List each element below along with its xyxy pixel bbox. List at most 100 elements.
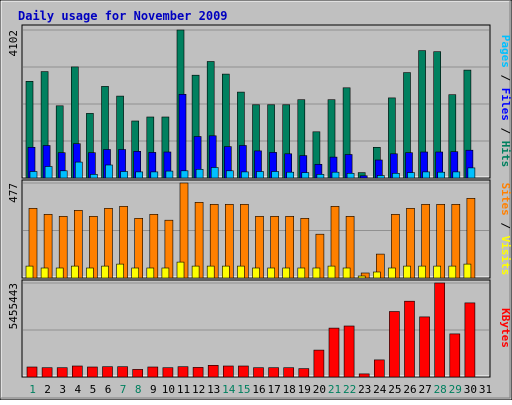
visits-bar (433, 265, 442, 279)
visits-bar (357, 275, 366, 279)
visits-bar (25, 265, 34, 279)
legend-entry: Hits (499, 141, 512, 168)
kbytes-bar (449, 333, 461, 378)
visits-bar (191, 265, 200, 279)
day-label: 8 (135, 383, 142, 396)
kbytes-bar (404, 300, 415, 378)
kbytes-bar (177, 366, 189, 378)
day-label: 18 (283, 383, 296, 396)
visits-bar (448, 265, 457, 279)
kbytes-bar (464, 302, 476, 378)
day-label: 19 (298, 383, 311, 396)
day-label: 22 (343, 383, 356, 396)
day-label: 26 (403, 383, 416, 396)
day-label: 7 (120, 383, 127, 396)
day-label: 13 (207, 383, 220, 396)
pages-bar (467, 167, 476, 179)
kbytes-bar (132, 369, 143, 378)
legend-entry: Pages (499, 35, 512, 68)
day-label: 25 (388, 383, 401, 396)
visits-bar (131, 267, 139, 279)
visits-bar (55, 267, 64, 279)
legend: Pages / Files / Hits (499, 35, 512, 168)
day-label: 28 (434, 383, 447, 396)
visits-bar (312, 267, 321, 279)
visits-bar (267, 267, 275, 279)
visits-bar (418, 265, 426, 279)
kbytes-bar (147, 366, 159, 378)
pages-bar (210, 167, 219, 179)
ymax-label: 4102 (7, 30, 20, 57)
kbytes-bar (343, 325, 355, 378)
visits-bar (297, 267, 306, 279)
pages-bar (437, 171, 446, 179)
visits-bar (282, 267, 291, 279)
visits-bar (161, 267, 170, 279)
day-label: 30 (464, 383, 477, 396)
kbytes-bar (373, 359, 385, 378)
visits-bar (146, 267, 155, 279)
hits-files-pages-panel: 4102 Pages / Files / Hits (7, 24, 512, 179)
visits-bar (40, 267, 49, 279)
visits-bar (388, 267, 396, 279)
visits-bar (116, 263, 124, 279)
visits-bar (372, 271, 381, 279)
visits-bar (403, 265, 411, 279)
pages-bar (165, 170, 174, 179)
day-label: 20 (313, 383, 326, 396)
day-label: 17 (267, 383, 280, 396)
kbytes-bar (434, 282, 446, 378)
pages-bar (120, 171, 128, 179)
pages-bar (256, 171, 264, 179)
pages-bar (407, 172, 415, 179)
visits-bar (463, 263, 472, 279)
pages-bar (301, 172, 310, 179)
day-label: 29 (449, 383, 462, 396)
visits-bar (101, 265, 109, 279)
legend-entry: Visits (499, 236, 512, 276)
pages-bar (241, 171, 249, 179)
kbytes-bar (253, 367, 264, 378)
kbytes-bar (313, 349, 325, 378)
legend: Sites / Visits (499, 183, 512, 276)
kbytes-bar (207, 364, 219, 378)
kbytes-bar (268, 367, 279, 378)
pages-bar (226, 170, 234, 179)
pages-bar (331, 171, 340, 179)
kbytes-bar (419, 316, 430, 378)
day-label: 6 (105, 383, 112, 396)
pages-bar (59, 170, 68, 179)
pages-bar (29, 171, 38, 179)
day-label: 27 (418, 383, 431, 396)
kbytes-bar (72, 365, 83, 378)
day-label: 21 (328, 383, 341, 396)
visits-bar (206, 265, 215, 279)
pages-bar (44, 166, 53, 179)
day-label: 1 (29, 383, 36, 396)
kbytes-bar (102, 366, 113, 378)
day-label: 2 (44, 383, 51, 396)
pages-bar (422, 171, 430, 179)
day-label: 11 (177, 383, 190, 396)
kbytes-bar (389, 311, 400, 378)
day-label: 15 (237, 383, 250, 396)
ymax-label: 477 (7, 183, 20, 203)
legend-entry: / (499, 121, 512, 141)
visits-bar (86, 267, 94, 279)
kbytes-bar (223, 365, 234, 378)
visits-sites-panel: 477 Sites / Visits (7, 179, 512, 279)
legend: KBytes (499, 308, 512, 348)
pages-bar (452, 171, 461, 179)
day-label: 16 (252, 383, 265, 396)
ymax-label: 5455443 (7, 283, 20, 329)
pages-bar (180, 170, 189, 179)
day-label: 9 (150, 383, 157, 396)
visits-bar (71, 265, 79, 279)
legend-entry: / (499, 68, 512, 88)
day-label: 31 (479, 383, 492, 396)
visits-bar (222, 265, 230, 279)
kbytes-bar (162, 367, 174, 378)
pages-bar (105, 164, 113, 179)
